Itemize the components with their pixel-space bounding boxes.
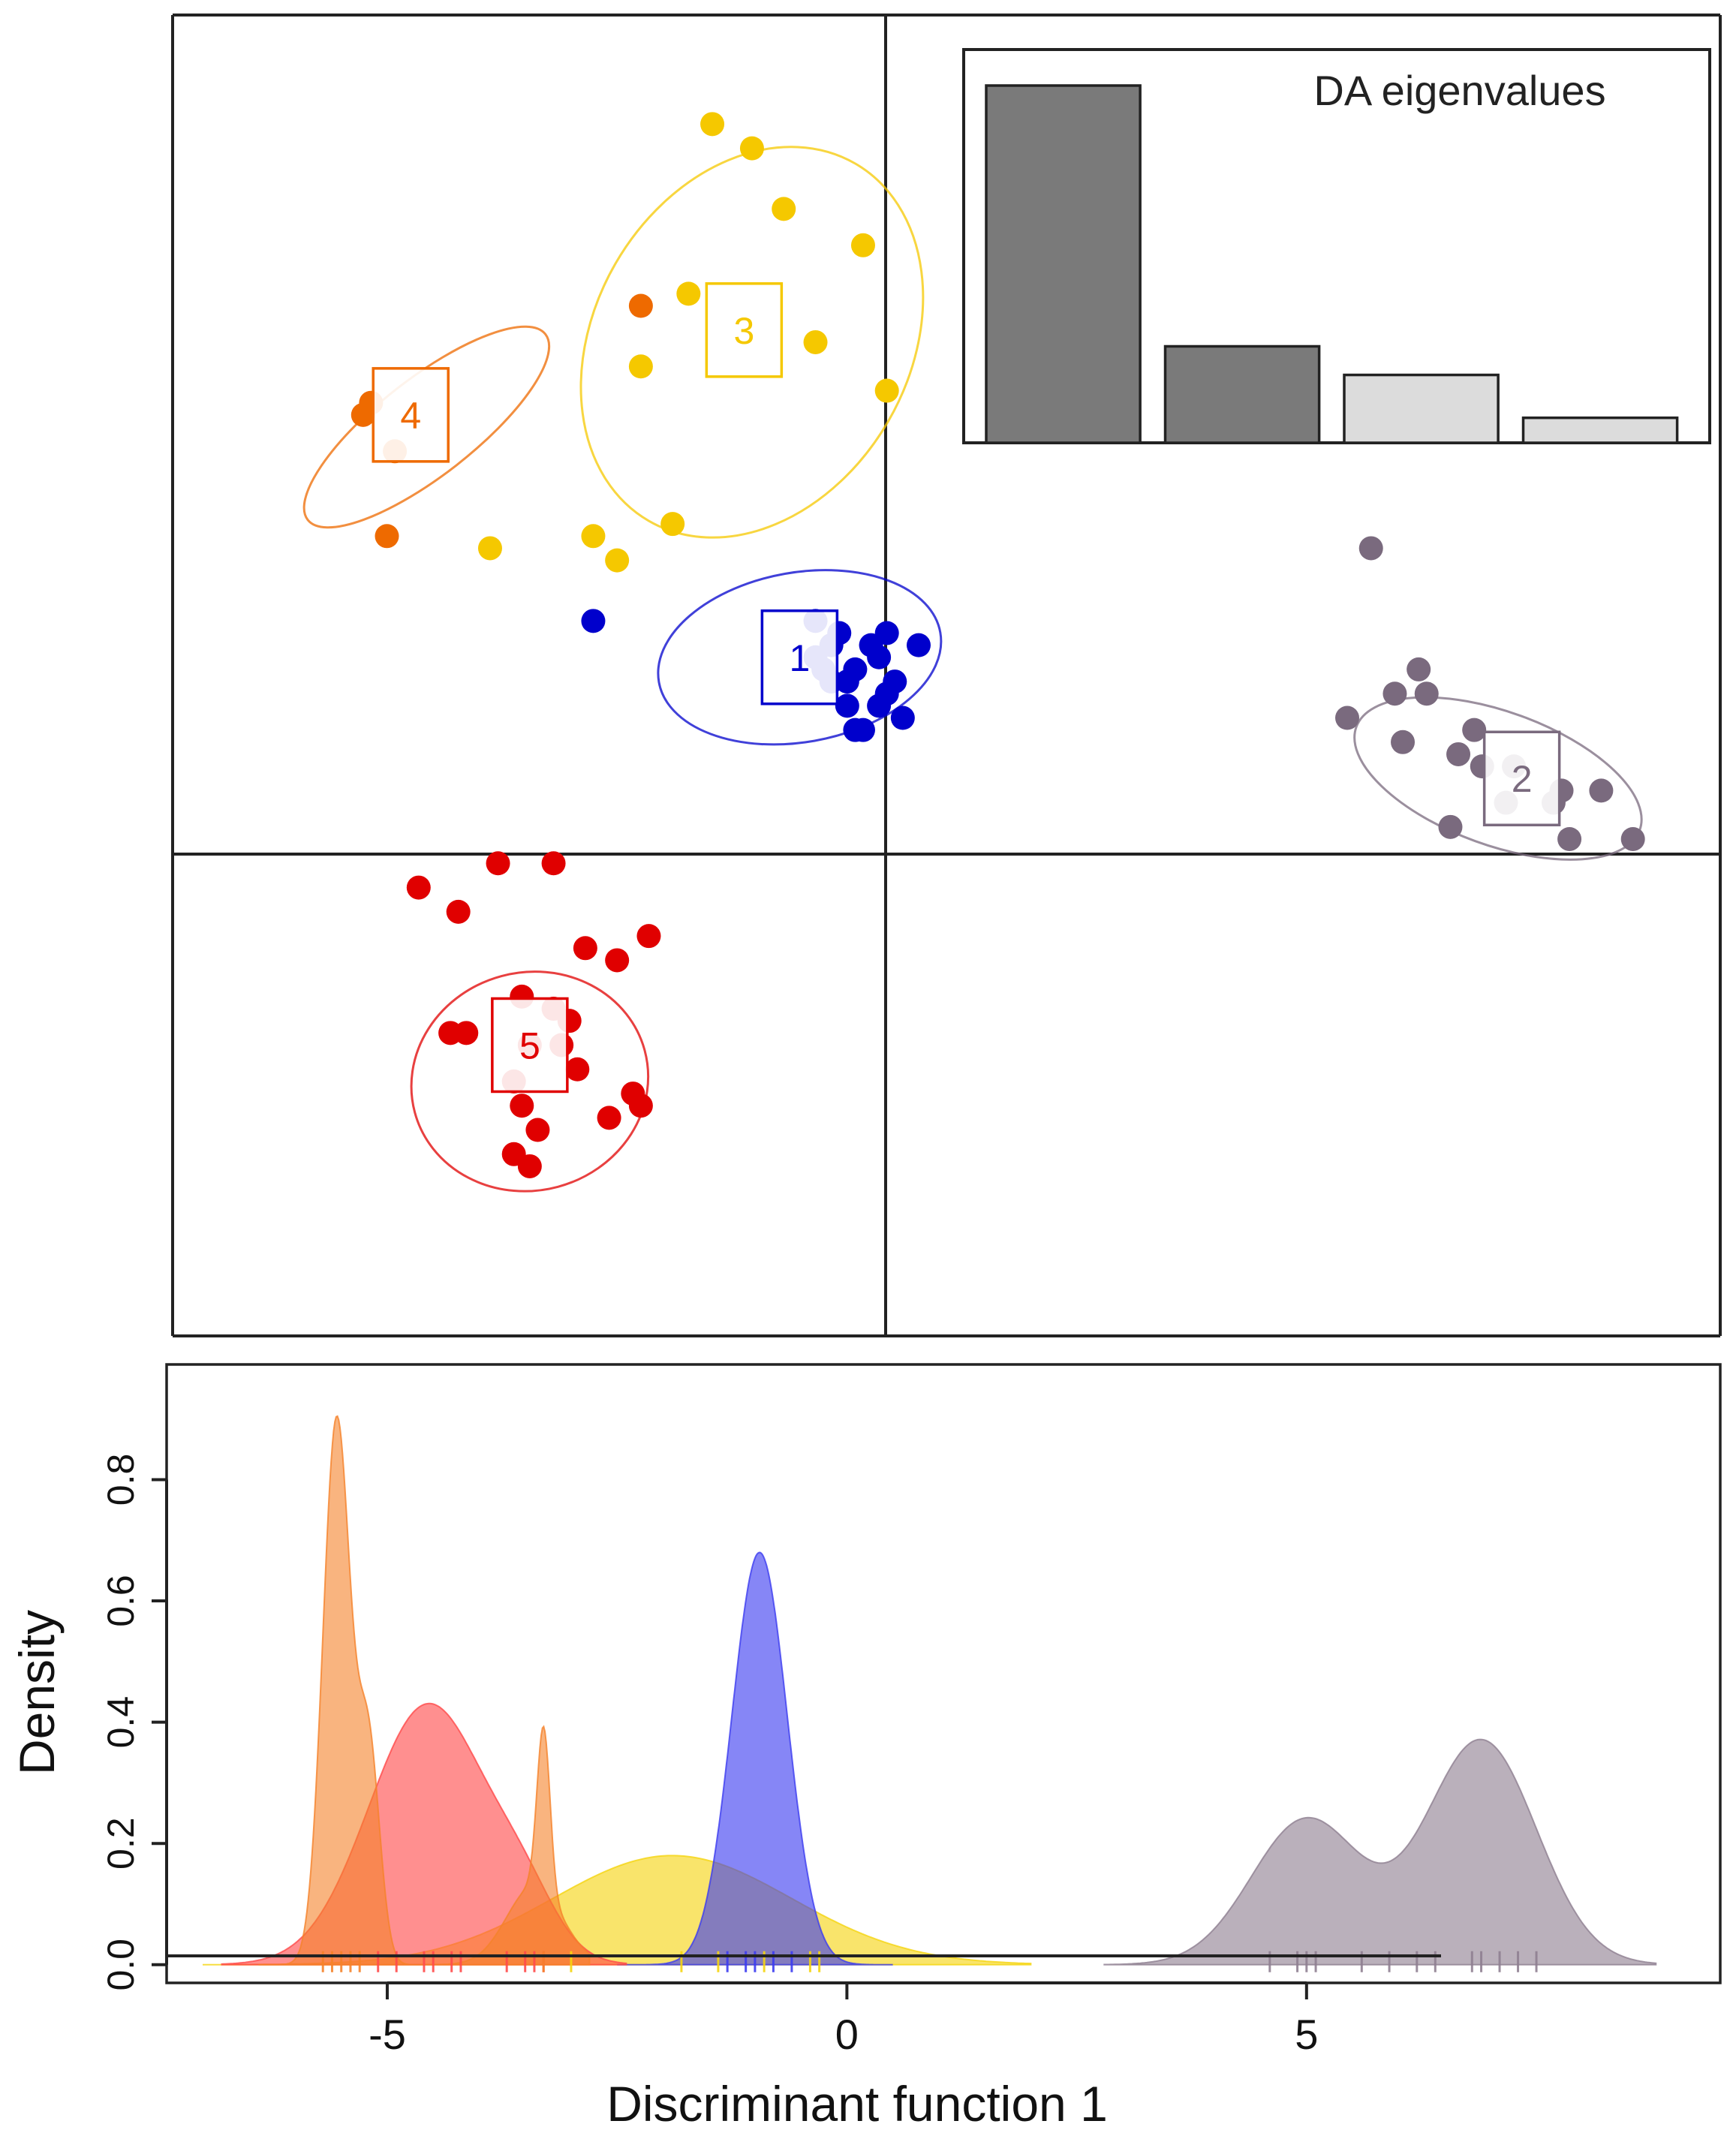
group-1-point xyxy=(835,693,859,718)
density-panel: 0.0 0.2 0.4 0.6 0.8 -5 0 5 Discriminant functi… xyxy=(9,1363,1722,2131)
group-3-point xyxy=(850,233,875,257)
group-1-ellipse xyxy=(657,569,943,746)
y-tick-label: 0.8 xyxy=(100,1454,142,1506)
x-tick-label: 0 xyxy=(835,2011,859,2058)
group-4-point xyxy=(375,524,399,549)
group-2-point xyxy=(1589,778,1614,803)
y-tick-label: 0.6 xyxy=(100,1575,142,1627)
eigenvalue-bar-2 xyxy=(1163,344,1321,444)
group-3-point xyxy=(477,536,502,561)
group-5-label-box xyxy=(491,997,569,1094)
y-tick-label: 0.2 xyxy=(100,1817,142,1870)
group-3-ellipse xyxy=(579,146,925,539)
density-x-axis: -5 0 5 xyxy=(369,1981,1318,2058)
group-5-point xyxy=(605,948,630,973)
group-4-point xyxy=(628,293,653,318)
group-2-point xyxy=(1557,826,1582,851)
x-tick-label: -5 xyxy=(369,2011,406,2058)
group-1-centroid: 1 xyxy=(760,609,839,705)
group-5-point xyxy=(406,875,431,900)
group-3-label-box xyxy=(705,282,784,378)
group-5-point xyxy=(565,1057,590,1082)
group-2-centroid: 2 xyxy=(1482,730,1561,826)
group-2-point xyxy=(1358,536,1383,561)
density-y-axis: 0.0 0.2 0.4 0.6 0.8 xyxy=(100,1454,168,1991)
group-2-point xyxy=(1446,742,1471,766)
x-axis-label: Discriminant function 1 xyxy=(606,2076,1108,2131)
group-1-point xyxy=(581,609,606,633)
group-4-label-box xyxy=(372,367,450,463)
group-3-point xyxy=(581,524,606,549)
group-2-point xyxy=(1438,814,1463,839)
group-1-point xyxy=(890,705,915,730)
group-3-label: 3 xyxy=(733,310,754,352)
group-3-point xyxy=(772,197,796,221)
group-1-point xyxy=(874,621,899,645)
group-2-point xyxy=(1414,681,1439,706)
density-curves xyxy=(203,1415,1657,1966)
group-1-label-box xyxy=(760,609,839,705)
group-2-point xyxy=(1382,681,1407,706)
group-1-point xyxy=(874,681,899,706)
group-5-point xyxy=(510,1094,534,1118)
group-2-label: 2 xyxy=(1512,758,1533,800)
group-3-point xyxy=(660,512,685,537)
eigenvalue-bar-3 xyxy=(1343,373,1500,444)
density-group-2 xyxy=(1103,1738,1657,1966)
group-5-centroid: 5 xyxy=(491,997,569,1094)
group-ellipses xyxy=(302,146,1643,1193)
group-3-point xyxy=(739,136,764,161)
group-5-point xyxy=(636,924,661,949)
group-2-label-box xyxy=(1482,730,1561,826)
group-3-point xyxy=(605,548,630,573)
y-tick-label: 0.0 xyxy=(100,1939,142,1991)
group-3-point xyxy=(700,112,725,137)
group-5-point xyxy=(573,936,597,961)
group-5-ellipse xyxy=(410,970,650,1193)
group-5-point xyxy=(438,1021,463,1045)
group-5-point xyxy=(597,1106,621,1130)
group-3-point xyxy=(874,378,899,403)
group-5-point xyxy=(517,1154,542,1178)
group-2-point xyxy=(1620,826,1645,851)
group-5-point xyxy=(525,1118,550,1142)
x-tick-label: 5 xyxy=(1295,2011,1318,2058)
group-1-point xyxy=(867,645,892,669)
group-4-label: 4 xyxy=(400,395,421,437)
inset-bars xyxy=(985,84,1679,444)
group-1-point xyxy=(843,718,868,742)
eigenvalue-bar-1 xyxy=(985,84,1142,444)
group-3-point xyxy=(676,281,701,306)
group-1-point xyxy=(906,633,931,657)
eigenvalues-inset: DA eigenvalues xyxy=(962,48,1711,444)
group-2-point xyxy=(1391,730,1416,754)
y-axis-label: Density xyxy=(9,1610,65,1775)
group-3-point xyxy=(803,329,828,354)
group-3-centroid: 3 xyxy=(705,282,784,378)
group-3-point xyxy=(628,354,653,379)
inset-title: DA eigenvalues xyxy=(1313,67,1605,114)
y-tick-label: 0.4 xyxy=(100,1696,142,1749)
group-5-point xyxy=(446,899,471,924)
group-centroid-labels: 1 2 3 4 5 xyxy=(372,282,1561,1094)
group-2-point xyxy=(1462,718,1487,742)
group-5-point xyxy=(628,1094,653,1118)
group-5-point xyxy=(541,851,566,876)
group-5-point xyxy=(486,851,510,876)
group-2-point xyxy=(1407,657,1431,681)
group-2-point xyxy=(1335,705,1360,730)
density-group-1 xyxy=(617,1551,893,1966)
group-4-centroid: 4 xyxy=(372,367,450,463)
group-1-label: 1 xyxy=(789,637,810,679)
eigenvalue-bar-4 xyxy=(1521,416,1679,444)
group-5-label: 5 xyxy=(519,1024,540,1066)
scatter-panel: 1 2 3 4 5 DA eigenvalues xyxy=(171,14,1722,1337)
density-group-4 xyxy=(258,1415,591,1966)
